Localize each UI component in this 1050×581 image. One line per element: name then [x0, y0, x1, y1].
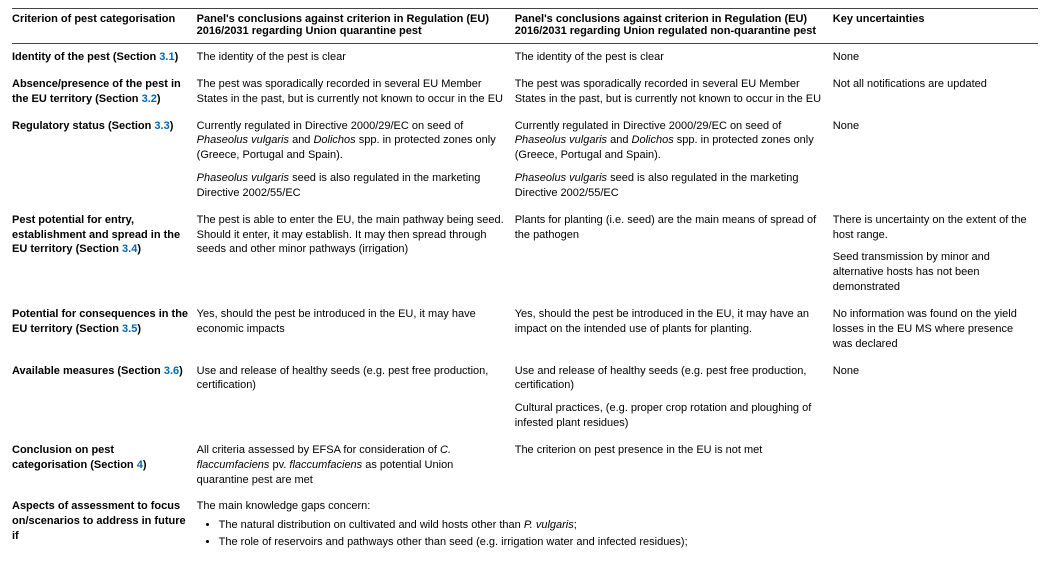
row-label-aspects: Aspects of assessment to focus on/scenar…	[12, 493, 197, 558]
list-item: The role of reservoirs and pathways othe…	[219, 535, 1030, 550]
cell-text: The identity of the pest is clear	[515, 44, 833, 71]
knowledge-gaps-list: The natural distribution on cultivated a…	[197, 518, 1030, 550]
section-link[interactable]: 3.5	[122, 323, 137, 335]
row-label-identity: Identity of the pest (Section 3.1)	[12, 44, 197, 71]
section-link[interactable]: 3.1	[159, 51, 174, 63]
cell-text: Use and release of healthy seeds (e.g. p…	[515, 358, 833, 437]
section-link[interactable]: 3.6	[164, 365, 179, 377]
row-label-consequences: Potential for consequences in the EU ter…	[12, 301, 197, 358]
row-label-regulatory: Regulatory status (Section 3.3)	[12, 113, 197, 207]
header-quarantine: Panel's conclusions against criterion in…	[197, 9, 515, 44]
cell-text: Use and release of healthy seeds (e.g. p…	[197, 358, 515, 437]
row-label-absence: Absence/presence of the pest in the EU t…	[12, 71, 197, 113]
table-row: Potential for consequences in the EU ter…	[12, 301, 1038, 358]
cell-text: The pest is able to enter the EU, the ma…	[197, 207, 515, 301]
row-label-measures: Available measures (Section 3.6)	[12, 358, 197, 437]
header-non-quarantine: Panel's conclusions against criterion in…	[515, 9, 833, 44]
cell-text: No information was found on the yield lo…	[833, 301, 1038, 358]
cell-text: Yes, should the pest be introduced in th…	[515, 301, 833, 358]
section-link[interactable]: 3.3	[154, 120, 169, 132]
cell-text: The pest was sporadically recorded in se…	[197, 71, 515, 113]
cell-text: The pest was sporadically recorded in se…	[515, 71, 833, 113]
table-row: Aspects of assessment to focus on/scenar…	[12, 493, 1038, 558]
cell-text: Currently regulated in Directive 2000/29…	[197, 113, 515, 207]
table-row: Conclusion on pest categorisation (Secti…	[12, 437, 1038, 494]
row-label-conclusion: Conclusion on pest categorisation (Secti…	[12, 437, 197, 494]
table-row: Identity of the pest (Section 3.1) The i…	[12, 44, 1038, 71]
header-criterion: Criterion of pest categorisation	[12, 9, 197, 44]
cell-text: The criterion on pest presence in the EU…	[515, 437, 833, 494]
table-row: Absence/presence of the pest in the EU t…	[12, 71, 1038, 113]
section-link[interactable]: 3.4	[122, 243, 137, 255]
cell-text: The main knowledge gaps concern: The nat…	[197, 493, 1038, 558]
header-uncertainties: Key uncertainties	[833, 9, 1038, 44]
cell-text: Yes, should the pest be introduced in th…	[197, 301, 515, 358]
section-link[interactable]: 3.2	[142, 93, 157, 105]
table-row: Pest potential for entry, establishment …	[12, 207, 1038, 301]
cell-text: All criteria assessed by EFSA for consid…	[197, 437, 515, 494]
table-row: Available measures (Section 3.6) Use and…	[12, 358, 1038, 437]
pest-categorisation-table: Criterion of pest categorisation Panel's…	[12, 8, 1038, 558]
cell-text: Plants for planting (i.e. seed) are the …	[515, 207, 833, 301]
cell-text	[833, 437, 1038, 494]
cell-text: None	[833, 44, 1038, 71]
cell-text: Currently regulated in Directive 2000/29…	[515, 113, 833, 207]
list-item: The natural distribution on cultivated a…	[219, 518, 1030, 533]
table-row: Regulatory status (Section 3.3) Currentl…	[12, 113, 1038, 207]
cell-text: The identity of the pest is clear	[197, 44, 515, 71]
cell-text: None	[833, 113, 1038, 207]
cell-text: None	[833, 358, 1038, 437]
cell-text: Not all notifications are updated	[833, 71, 1038, 113]
row-label-potential: Pest potential for entry, establishment …	[12, 207, 197, 301]
table-header-row: Criterion of pest categorisation Panel's…	[12, 9, 1038, 44]
cell-text: There is uncertainty on the extent of th…	[833, 207, 1038, 301]
